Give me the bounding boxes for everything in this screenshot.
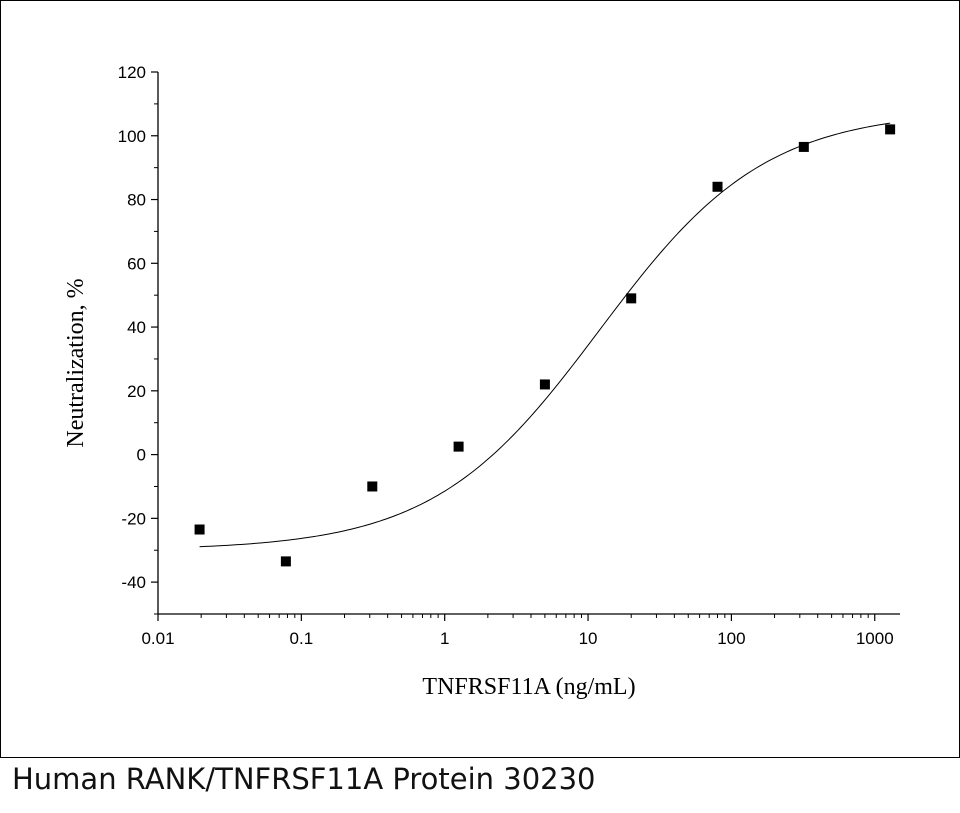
y-tick-label: -40 (121, 573, 146, 592)
y-axis-ticks: -40 -20 0 20 40 60 80 100 120 (118, 63, 158, 615)
y-tick-label: 20 (127, 382, 146, 401)
data-point (798, 141, 809, 152)
data-point (453, 441, 464, 452)
data-point (626, 293, 637, 304)
y-tick-label: 60 (127, 254, 146, 273)
y-tick-label: 40 (127, 318, 146, 337)
x-tick-label: 1000 (856, 629, 894, 648)
x-tick-label: 0.1 (290, 629, 314, 648)
axes (157, 72, 900, 615)
data-points (194, 124, 896, 567)
y-axis-title: Neutralization, % (63, 278, 89, 447)
data-point (367, 481, 378, 492)
x-tick-label: 10 (579, 629, 598, 648)
x-axis-title: TNFRSF11A (ng/mL) (422, 674, 635, 700)
x-tick-label: 1 (440, 629, 449, 648)
y-tick-label: -20 (121, 509, 146, 528)
data-point (194, 524, 205, 535)
data-point (280, 556, 291, 567)
x-axis-ticks: 0.01 0.1 1 10 100 1000 (141, 614, 894, 648)
data-point (712, 181, 723, 192)
y-tick-label: 0 (137, 446, 146, 465)
data-point (885, 124, 896, 135)
figure-caption: Human RANK/TNFRSF11A Protein 30230 (12, 762, 596, 796)
fit-curve-line (199, 122, 891, 548)
x-tick-label: 100 (717, 629, 745, 648)
x-tick-label: 0.01 (141, 629, 174, 648)
data-point (539, 379, 550, 390)
y-tick-label: 120 (118, 63, 146, 82)
y-tick-label: 80 (127, 191, 146, 210)
y-tick-label: 100 (118, 127, 146, 146)
